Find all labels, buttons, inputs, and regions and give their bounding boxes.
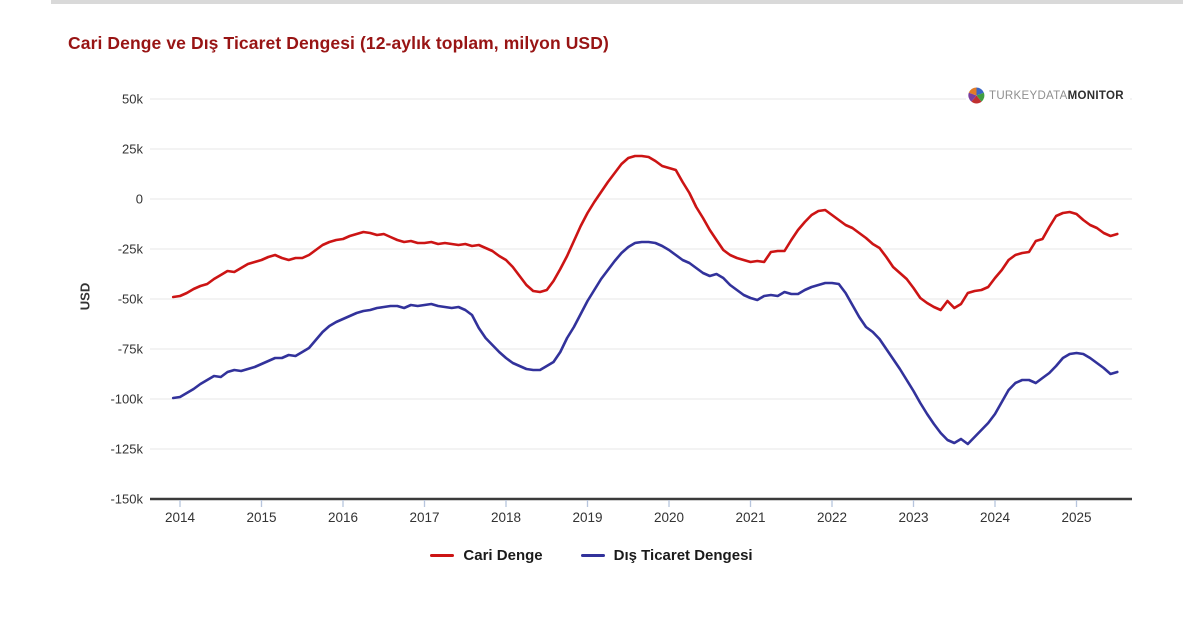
y-tick-label: -50k — [118, 292, 144, 307]
brand-text-monitor: MONITOR — [1067, 90, 1124, 102]
brand-text: TURKEYDATAMONITOR — [989, 86, 1124, 104]
y-tick-label: -100k — [110, 392, 143, 407]
y-tick-label: 50k — [122, 92, 143, 107]
legend-swatch-dis-ticaret-dengesi — [580, 554, 605, 557]
x-tick-label: 2021 — [735, 510, 765, 525]
brand-text-turkeydata: TURKEYDATA — [989, 90, 1068, 102]
x-tick-label: 2022 — [817, 510, 847, 525]
y-axis-title: USD — [77, 282, 93, 311]
y-tick-label: -125k — [110, 442, 143, 457]
x-tick-label: 2023 — [898, 510, 928, 525]
chart-title: Cari Denge ve Dış Ticaret Dengesi (12-ay… — [68, 33, 609, 53]
x-axis: 2014 2015 2016 2017 2018 2019 2020 2021 2022 2023… — [165, 500, 1092, 525]
top-divider — [51, 0, 1183, 4]
y-tick-labels: 50k 25k 0 -25k -50k -75k -100k -125k -150k — [110, 92, 143, 507]
pie-chart-logo-icon — [968, 86, 985, 103]
x-tick-label: 2015 — [246, 510, 276, 525]
y-tick-label: 0 — [136, 192, 143, 207]
x-tick-label: 2018 — [491, 510, 521, 525]
y-tick-label: 25k — [122, 142, 143, 157]
y-gridlines — [150, 98, 1132, 501]
legend-item-dis-ticaret-dengesi[interactable]: Dış Ticaret Dengesi — [580, 547, 753, 564]
x-tick-label: 2025 — [1061, 510, 1091, 525]
series-line-d-ticaret-dengesi[interactable] — [171, 240, 1119, 446]
legend-swatch-cari-denge — [430, 554, 455, 557]
x-tick-label: 2017 — [409, 510, 439, 525]
y-tick-label: -150k — [110, 492, 143, 507]
y-tick-label: -25k — [118, 242, 144, 257]
x-tick-label: 2014 — [165, 510, 196, 525]
x-tick-label: 2016 — [328, 510, 358, 525]
brand-logo: TURKEYDATAMONITOR — [966, 84, 1130, 106]
x-tick-label: 2019 — [572, 510, 602, 525]
x-tick-label: 2024 — [980, 510, 1011, 525]
legend-item-cari-denge[interactable]: Cari Denge — [430, 547, 543, 564]
legend-label-cari-denge: Cari Denge — [463, 547, 543, 564]
y-tick-label: -75k — [118, 342, 144, 357]
legend: Cari Denge Dış Ticaret Dengesi — [0, 547, 1183, 564]
series-line-cari-denge[interactable] — [171, 154, 1119, 312]
legend-label-dis-ticaret-dengesi: Dış Ticaret Dengesi — [613, 547, 753, 564]
x-tick-label: 2020 — [654, 510, 684, 525]
